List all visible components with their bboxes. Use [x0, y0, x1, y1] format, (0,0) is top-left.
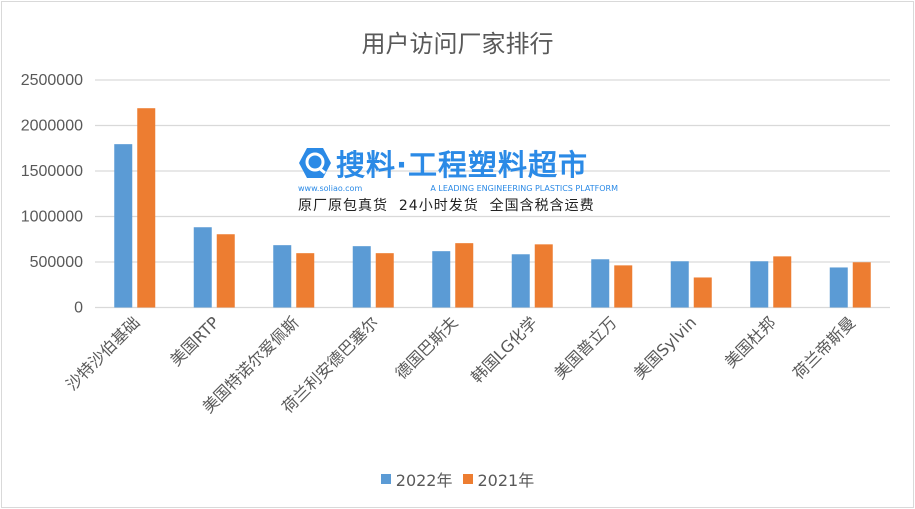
magnifier-logo-icon — [299, 148, 331, 178]
bar-2021-1 — [216, 234, 235, 308]
y-tick-label: 2500000 — [21, 72, 83, 89]
bar-2022-2 — [273, 245, 292, 308]
x-category-label: 美国普立万 — [551, 313, 621, 383]
bar-2021-3 — [375, 253, 394, 308]
x-category-label: 德国巴斯夫 — [392, 313, 462, 383]
x-category-label: 沙特沙伯基础 — [62, 313, 143, 394]
y-tick-label: 2000000 — [21, 118, 83, 135]
bar-2021-6 — [614, 265, 633, 308]
x-category-label: 韩国LG化学 — [467, 313, 541, 387]
watermark: 搜料·工程塑料超市 www.soliao.com A LEADING ENGIN… — [298, 142, 618, 215]
chart-title: 用户访问厂家排行 — [361, 30, 554, 58]
bar-2021-7 — [693, 277, 712, 308]
bar-2021-8 — [773, 256, 792, 308]
y-tick-label: 0 — [74, 300, 83, 317]
legend: 2022年 2021年 — [0, 467, 915, 491]
legend-swatch — [380, 474, 391, 484]
x-category-label: 美国RTP — [166, 313, 223, 370]
bar-2022-0 — [114, 144, 133, 308]
x-category-label: 美国Sylvin — [630, 313, 700, 383]
y-tick-label: 1500000 — [21, 163, 83, 180]
bar-2021-4 — [455, 243, 474, 308]
watermark-slogan: 原厂原包真货 24小时发货 全国含税含运费 — [298, 198, 595, 214]
y-tick-label: 500000 — [30, 254, 83, 271]
watermark-tagline: A LEADING ENGINEERING PLASTICS PLATFORM — [430, 184, 618, 193]
bar-2022-8 — [750, 261, 769, 308]
bar-2022-6 — [591, 259, 610, 308]
bar-2021-2 — [296, 253, 315, 308]
x-category-label: 美国杜邦 — [721, 313, 780, 372]
bar-2022-5 — [511, 254, 530, 308]
bar-2021-9 — [852, 262, 871, 308]
watermark-brand: 搜料·工程塑料超市 — [336, 148, 589, 182]
legend-item-2021: 2021年 — [462, 467, 535, 491]
legend-label: 2022年 — [395, 471, 453, 490]
watermark-url: www.soliao.com — [298, 184, 363, 193]
legend-item-2022: 2022年 — [380, 467, 453, 491]
bar-2022-1 — [193, 227, 212, 308]
legend-label: 2021年 — [477, 471, 535, 490]
legend-swatch — [462, 474, 473, 484]
bar-2022-3 — [352, 246, 371, 308]
y-tick-label: 1000000 — [21, 209, 83, 226]
bar-2021-5 — [534, 244, 553, 308]
bar-2022-7 — [670, 261, 689, 308]
x-category-label: 荷兰帝斯曼 — [789, 313, 859, 383]
bar-2022-4 — [432, 251, 451, 308]
bar-2021-0 — [137, 108, 156, 308]
bar-2022-9 — [829, 267, 848, 308]
